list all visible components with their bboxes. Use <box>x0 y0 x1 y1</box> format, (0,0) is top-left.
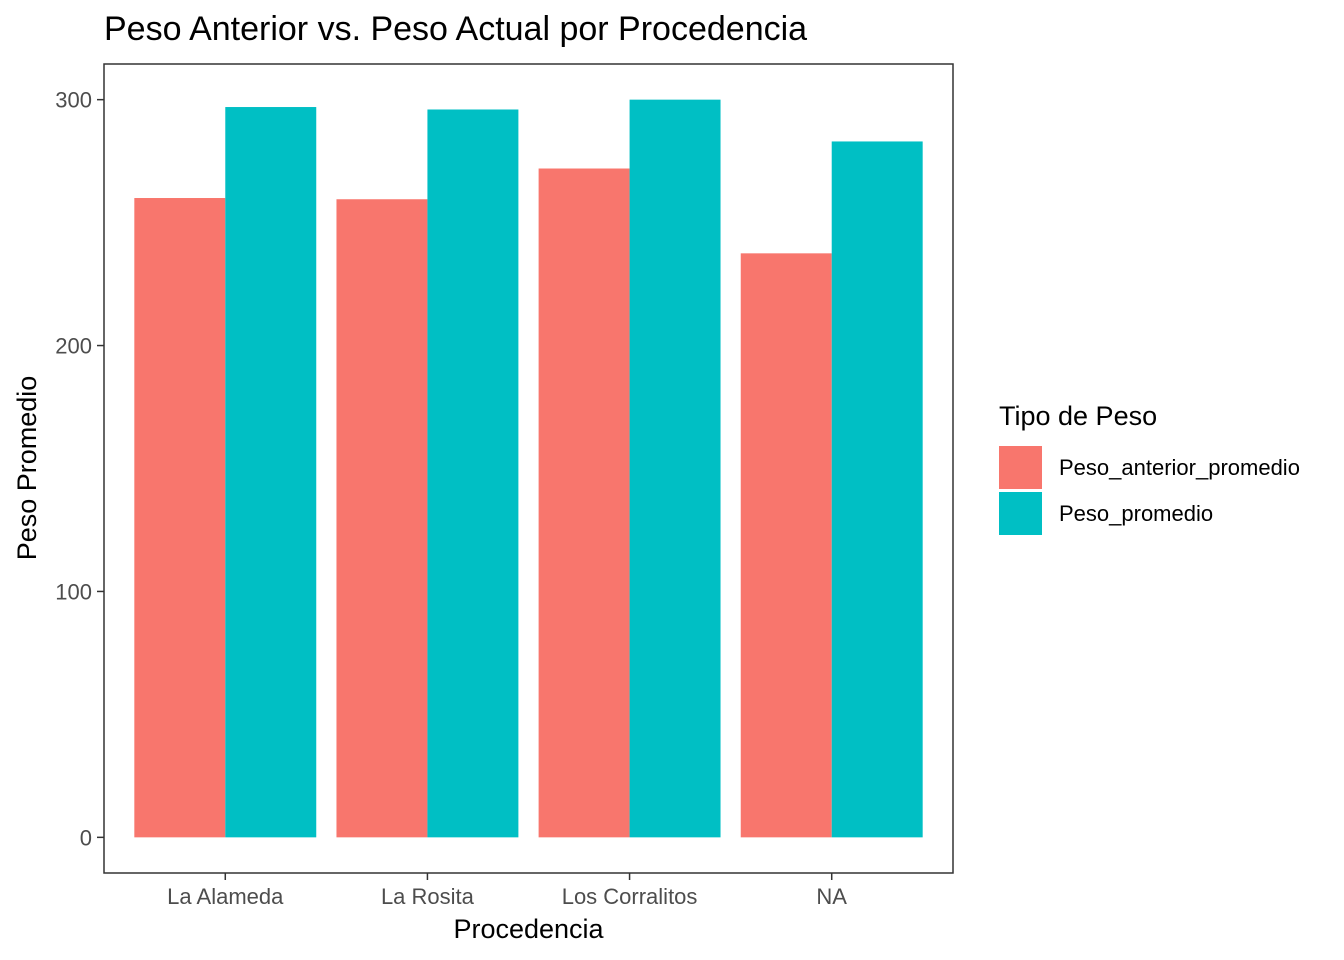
bar-la-alameda-peso-anterior-promedio <box>134 198 226 838</box>
bar-na-peso-anterior-promedio <box>740 253 832 838</box>
y-tick-label: 300 <box>55 88 92 113</box>
x-tick-label: La Alameda <box>167 884 284 909</box>
legend-swatch-peso-promedio <box>999 492 1042 535</box>
bar-la-rosita-peso-promedio <box>427 109 519 838</box>
chart-title: Peso Anterior vs. Peso Actual por Proced… <box>104 10 807 48</box>
legend: Tipo de Peso Peso_anterior_promedio Peso_… <box>999 401 1300 535</box>
bar-los-corralitos-peso-promedio <box>629 99 721 838</box>
bar-la-rosita-peso-anterior-promedio <box>336 199 428 838</box>
x-tick-label: Los Corralitos <box>562 884 698 909</box>
x-tick-label: La Rosita <box>381 884 475 909</box>
y-tick-label: 0 <box>80 825 92 850</box>
legend-swatch-peso-anterior-promedio <box>999 446 1042 489</box>
y-axis-title: Peso Promedio <box>12 376 42 561</box>
bars-group <box>134 99 923 838</box>
x-axis: La Alameda La Rosita Los Corralitos NA <box>167 873 847 909</box>
y-tick-label: 100 <box>55 579 92 604</box>
legend-label: Peso_promedio <box>1059 501 1213 526</box>
legend-title: Tipo de Peso <box>999 401 1157 431</box>
y-tick-label: 200 <box>55 334 92 359</box>
legend-label: Peso_anterior_promedio <box>1059 455 1300 480</box>
bar-la-alameda-peso-promedio <box>225 107 317 838</box>
x-tick-label: NA <box>816 884 847 909</box>
x-axis-title: Procedencia <box>453 914 604 944</box>
bar-na-peso-promedio <box>831 141 923 838</box>
y-axis: 0 100 200 300 <box>55 88 104 850</box>
bar-los-corralitos-peso-anterior-promedio <box>538 168 630 838</box>
